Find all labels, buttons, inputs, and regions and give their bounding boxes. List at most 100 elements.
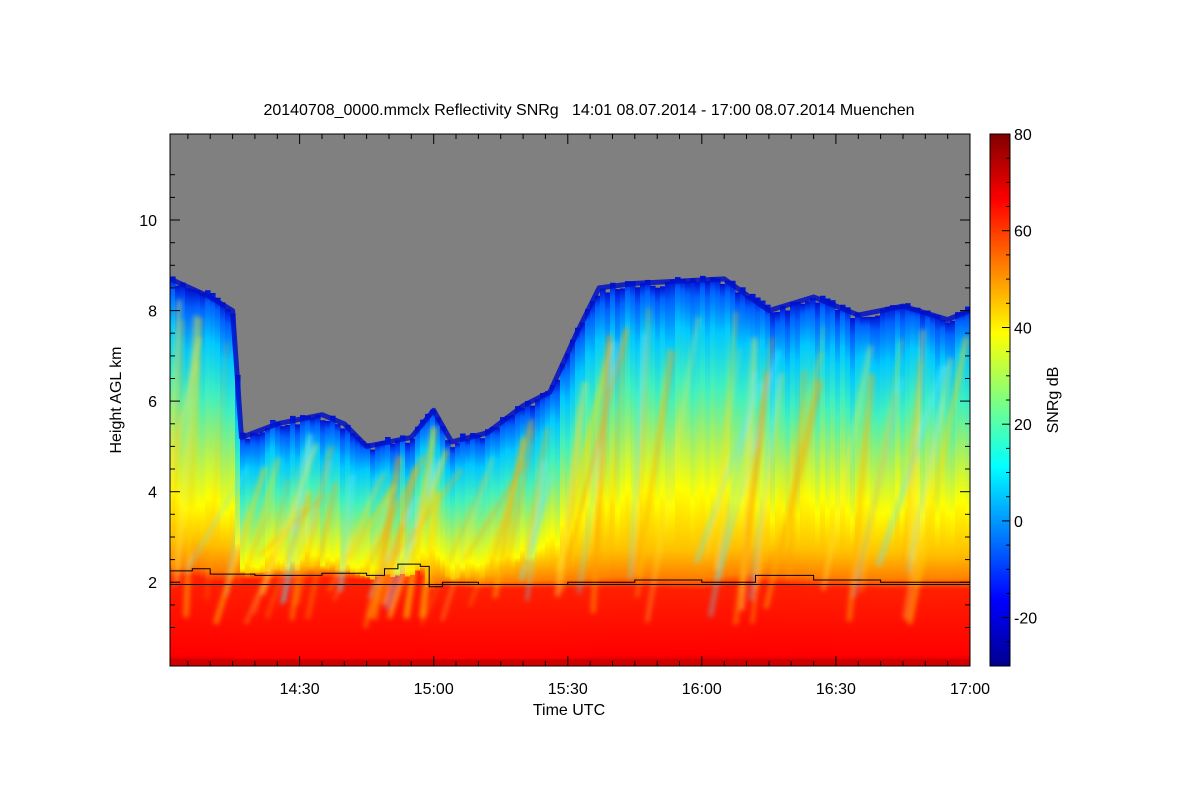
reflectivity-strip [835, 309, 841, 666]
reflectivity-strip [480, 438, 486, 666]
fall-streak [788, 325, 825, 581]
reflectivity-strip [880, 309, 886, 666]
reflectivity-strip [200, 292, 206, 666]
reflectivity-strip [810, 297, 816, 666]
y-axis: 2 4 6 8 10 [139, 174, 970, 628]
reflectivity-strip [215, 297, 221, 666]
fall-streak [859, 392, 899, 569]
fall-streak [634, 307, 651, 575]
reflectivity-strip [850, 318, 856, 666]
reflectivity-strip [525, 401, 531, 666]
y-axis-label: Height AGL km [108, 346, 125, 453]
reflectivity-strip [640, 283, 646, 666]
fall-streak [366, 524, 406, 620]
reflectivity-strip [665, 281, 671, 666]
colorbar-tick-label: 40 [1014, 321, 1032, 338]
x-axis-label: Time UTC [533, 702, 605, 719]
fall-streak [327, 471, 387, 592]
reflectivity-strip [455, 443, 461, 666]
reflectivity-strip [365, 443, 371, 666]
reflectivity-strip [485, 429, 491, 666]
fall-streak [236, 513, 271, 587]
fall-streak [368, 491, 393, 559]
reflectivity-strip [630, 281, 636, 666]
reflectivity-strip [895, 305, 901, 666]
x-tick-label: 17:00 [950, 681, 990, 698]
reflectivity-strip [755, 297, 761, 666]
reflectivity-strip [240, 432, 246, 666]
fall-streak [821, 345, 873, 591]
fall-streak [464, 461, 527, 560]
fall-streak [554, 381, 588, 597]
fall-streak [523, 427, 549, 569]
fall-streak [605, 331, 628, 561]
fall-streak [393, 469, 463, 559]
fall-streak [293, 445, 334, 606]
reflectivity-strip [775, 311, 781, 666]
x-tick-label: 16:30 [816, 681, 856, 698]
reflectivity-strip [805, 301, 811, 666]
reflectivity-strip [335, 424, 341, 666]
fall-streak [902, 357, 954, 620]
reflectivity-strip [710, 277, 716, 666]
fall-streak [213, 466, 268, 625]
x-tick-label: 16:00 [682, 681, 722, 698]
reflectivity-strip [700, 275, 706, 666]
reflectivity-strip [730, 280, 736, 666]
reflectivity-strip [225, 309, 231, 666]
reflectivity-strip [555, 379, 561, 666]
reflectivity-strip [675, 277, 681, 666]
fall-streak [907, 336, 969, 625]
cloud-top-edge [170, 276, 970, 449]
reflectivity-strip [695, 282, 701, 666]
reflectivity-strip [690, 278, 696, 666]
reflectivity-strip [560, 363, 566, 666]
reflectivity-strip [825, 298, 831, 666]
y-tick-label: 2 [148, 575, 157, 592]
reflectivity-strip [950, 320, 956, 666]
fall-streak [708, 372, 759, 618]
fall-streak [205, 341, 229, 600]
y-tick-label: 8 [148, 304, 157, 321]
reflectivity-strip [220, 302, 226, 666]
reflectivity-strip [715, 278, 721, 666]
reflectivity-strip [890, 305, 896, 666]
reflectivity-strip [740, 287, 746, 666]
fall-streak [748, 374, 780, 601]
reflectivity-strip [505, 415, 511, 666]
reflectivity-strip [360, 441, 366, 666]
colorbar-tick-label: 0 [1014, 514, 1023, 531]
fall-streak [266, 479, 290, 571]
x-tick-label: 14:30 [280, 681, 320, 698]
colorbar-label: SNRg dB [1045, 367, 1062, 434]
reflectivity-strip [645, 279, 651, 666]
reflectivity-field [170, 275, 970, 666]
fall-streak [628, 333, 646, 581]
fall-streak [564, 326, 629, 568]
reflectivity-strip [195, 290, 201, 666]
fall-streak [707, 348, 741, 561]
fall-streak [590, 334, 613, 614]
fall-streak [419, 474, 488, 627]
reflectivity-strip [275, 422, 281, 666]
fall-streak [419, 491, 441, 619]
reflectivity-strip [830, 300, 836, 666]
fall-streak [492, 437, 526, 599]
reflectivity-strip [540, 393, 546, 666]
fall-streaks [170, 300, 969, 629]
fall-streak [733, 371, 770, 626]
boundary-layer-line [170, 563, 970, 588]
reflectivity-strip [255, 433, 261, 666]
reflectivity-strip [635, 287, 641, 666]
reflectivity-strip [785, 310, 791, 666]
fall-streak [268, 504, 304, 567]
reflectivity-strip [820, 295, 826, 666]
reflectivity-strip [245, 438, 251, 666]
reflectivity-strip [685, 281, 691, 666]
y-tick-label: 4 [148, 485, 157, 502]
y-tick-label: 6 [148, 394, 157, 411]
reflectivity-strip [615, 289, 621, 666]
reflectivity-strip [385, 437, 391, 666]
reflectivity-strip [375, 442, 381, 666]
